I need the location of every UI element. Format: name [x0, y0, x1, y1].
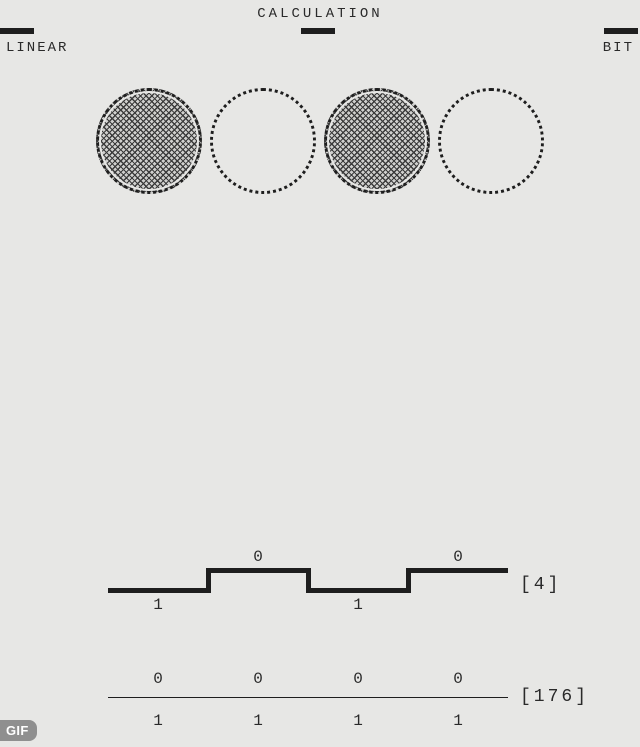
bin-row-1-top-digit-3: 0 [453, 670, 463, 688]
bin-row-1-seg-1 [208, 697, 308, 698]
bin-row-0-join-3 [406, 568, 411, 593]
dot-1[interactable] [210, 88, 316, 194]
bin-row-0-seg-2 [308, 588, 408, 593]
bin-row-0-decimal: [4] [520, 575, 561, 595]
bin-row-1-seg-3 [408, 697, 508, 698]
bin-row-0-bottom-digit-0: 1 [153, 596, 163, 614]
marker-right [604, 28, 638, 34]
bin-row-1-bottom-digit-3: 1 [453, 712, 463, 730]
tab-bit[interactable]: BIT [603, 40, 634, 56]
dot-row [0, 88, 640, 194]
bin-row-1-bottom-digit-1: 1 [253, 712, 263, 730]
bin-row-0-steps: 1010 [108, 556, 506, 616]
bin-row-0-join-2 [306, 568, 311, 593]
bin-row-1-decimal: [176] [520, 687, 589, 707]
dot-3[interactable] [438, 88, 544, 194]
bin-row-1-top-digit-0: 0 [153, 670, 163, 688]
bin-row-1-seg-2 [308, 697, 408, 698]
bin-row-1-steps: 0 1 0 1 0 1 0 1 [108, 668, 506, 728]
bin-row-0-seg-3 [408, 568, 508, 573]
bin-row-0-seg-1 [208, 568, 308, 573]
bin-row-0-bottom-digit-2: 1 [353, 596, 363, 614]
bin-row-1: 0 1 0 1 0 1 0 1 [176] [0, 668, 640, 728]
bin-row-1-top-digit-2: 0 [353, 670, 363, 688]
tab-linear[interactable]: LINEAR [6, 40, 68, 56]
bin-row-0-seg-0 [108, 588, 208, 593]
bin-row-1-bottom-digit-0: 1 [153, 712, 163, 730]
marker-center [301, 28, 335, 34]
bin-row-0-top-digit-3: 0 [453, 548, 463, 566]
dot-2[interactable] [324, 88, 430, 194]
bin-row-1-bottom-digit-2: 1 [353, 712, 363, 730]
bin-row-1-seg-0 [108, 697, 208, 698]
dot-0[interactable] [96, 88, 202, 194]
gif-badge: GIF [0, 720, 37, 741]
bin-row-0-top-digit-1: 0 [253, 548, 263, 566]
page-title: CALCULATION [0, 6, 640, 22]
marker-left [0, 28, 34, 34]
bin-row-0: 1010 [4] [0, 556, 640, 616]
bin-row-0-join-1 [206, 568, 211, 593]
bin-row-1-top-digit-1: 0 [253, 670, 263, 688]
